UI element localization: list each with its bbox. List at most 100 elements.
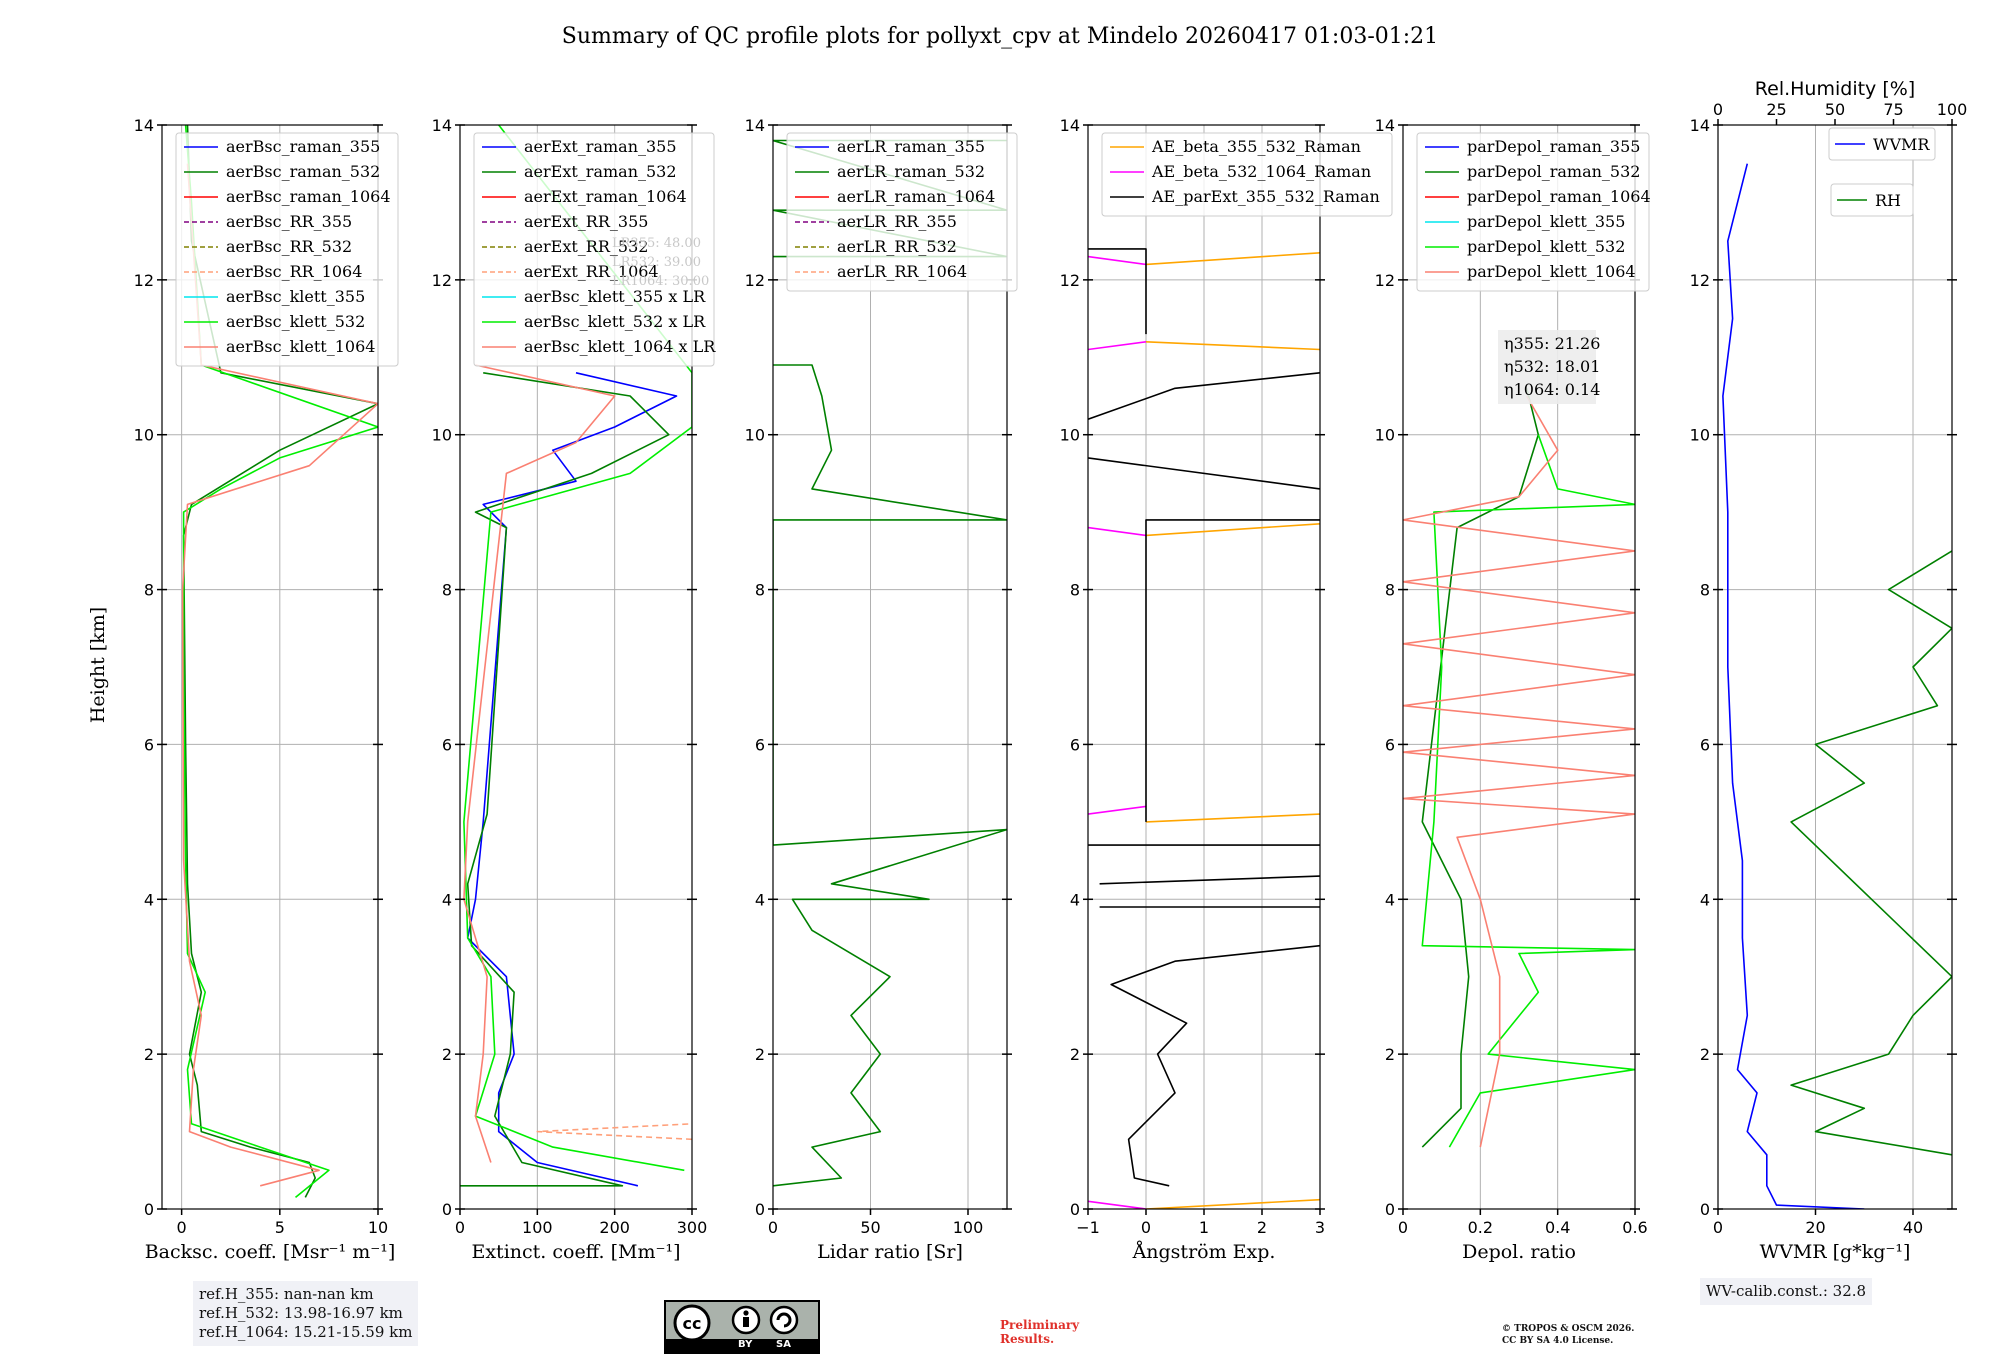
x-tick-label: 200 bbox=[599, 1218, 630, 1237]
legend-label: aerLR_RR_1064 bbox=[837, 262, 967, 281]
ref-height-355: ref.H_355: nan-nan km bbox=[199, 1285, 374, 1303]
y-tick-label: 12 bbox=[432, 271, 452, 290]
series-line bbox=[181, 163, 378, 1187]
series-line bbox=[1088, 255, 1147, 266]
series-line bbox=[1110, 944, 1320, 1187]
series-line bbox=[1088, 805, 1147, 815]
x2-tick-label: 25 bbox=[1766, 100, 1786, 119]
series-line bbox=[1088, 526, 1147, 537]
wv-calib-text: WV-calib.const.: 32.8 bbox=[1706, 1282, 1867, 1300]
y-tick-label: 2 bbox=[755, 1045, 765, 1064]
y-tick-label: 6 bbox=[1070, 735, 1080, 754]
x-tick-label: 0 bbox=[768, 1218, 778, 1237]
series-line bbox=[1421, 388, 1540, 1148]
legend-label: aerLR_raman_532 bbox=[837, 162, 985, 181]
axes-frame bbox=[459, 124, 693, 1210]
y-tick-label: 14 bbox=[1375, 116, 1395, 135]
series-line bbox=[1145, 1198, 1320, 1209]
series-line bbox=[460, 372, 670, 1187]
eta-label: η1064: 0.14 bbox=[1504, 380, 1600, 399]
x-tick-label: 100 bbox=[953, 1218, 984, 1237]
legend-label: WVMR bbox=[1873, 135, 1930, 154]
series-line bbox=[466, 372, 678, 1187]
legend-label: aerLR_RR_532 bbox=[837, 237, 957, 256]
y-tick-label: 12 bbox=[745, 271, 765, 290]
x-axis-label: Lidar ratio [Sr] bbox=[817, 1241, 963, 1263]
series-line bbox=[1088, 1200, 1147, 1209]
y-tick-label: 0 bbox=[1700, 1200, 1710, 1219]
x2-tick-label: 75 bbox=[1883, 100, 1903, 119]
ref-height-1064: ref.H_1064: 15.21-15.59 km bbox=[199, 1323, 413, 1341]
copyright-line2: CC BY SA 4.0 License. bbox=[1502, 1336, 1614, 1346]
legend-label: aerBsc_RR_532 bbox=[226, 237, 352, 256]
x-axis-label: Depol. ratio bbox=[1462, 1241, 1576, 1263]
x-tick-label: 3 bbox=[1315, 1218, 1325, 1237]
legend-label: parDepol_raman_1064 bbox=[1467, 187, 1651, 206]
x2-axis-label: Rel.Humidity [%] bbox=[1755, 78, 1915, 100]
ref-height-box: ref.H_355: nan-nan km ref.H_532: 13.98-1… bbox=[193, 1281, 419, 1346]
series-line bbox=[463, 125, 692, 1172]
x2-tick-label: 50 bbox=[1825, 100, 1845, 119]
legend-label: aerBsc_RR_1064 bbox=[226, 262, 362, 281]
series-line bbox=[1088, 372, 1320, 420]
y-tick-label: 10 bbox=[432, 426, 452, 445]
lr-annotation: LR355: 48.00 bbox=[612, 236, 701, 251]
legend-label: aerBsc_klett_532 x LR bbox=[524, 312, 706, 331]
y-tick-label: 6 bbox=[1700, 735, 1710, 754]
legend-label: aerBsc_raman_1064 bbox=[226, 187, 391, 206]
panel-5: 0 2 4 6 8 10 12 14 0 0.2 0.4 0.6 Depol. ratio parDepo… bbox=[1375, 116, 1651, 1263]
series-group bbox=[181, 125, 378, 1199]
series-line bbox=[1145, 519, 1320, 822]
legend-label: aerBsc_klett_355 bbox=[226, 287, 365, 306]
legend-label: aerBsc_klett_355 x LR bbox=[524, 287, 706, 306]
y-tick-label: 2 bbox=[1385, 1045, 1395, 1064]
y-tick-label: 4 bbox=[1385, 890, 1395, 909]
series-line bbox=[1088, 457, 1320, 490]
y-tick-label: 14 bbox=[1690, 116, 1710, 135]
eta-annotation: η355: 21.26 η532: 18.01 η1064: 0.14 bbox=[1498, 330, 1600, 404]
y-tick-label: 10 bbox=[1060, 426, 1080, 445]
y-tick-label: 2 bbox=[1700, 1045, 1710, 1064]
cc-icons: cc bbox=[673, 1304, 799, 1342]
x-tick-label: 0 bbox=[1713, 1218, 1723, 1237]
x-tick-label: 10 bbox=[368, 1218, 388, 1237]
x-tick-label: 40 bbox=[1903, 1218, 1923, 1237]
x-axis-label: Backsc. coeff. [Msr⁻¹ m⁻¹] bbox=[145, 1241, 396, 1263]
legend: aerExt_raman_355 aerExt_raman_532 aerExt_r… bbox=[473, 132, 716, 367]
legend-label: aerLR_RR_355 bbox=[837, 212, 957, 231]
y-tick-label: 4 bbox=[1700, 890, 1710, 909]
x-tick-label: 0.6 bbox=[1622, 1218, 1647, 1237]
y-tick-label: 12 bbox=[1060, 271, 1080, 290]
y-tick-label: 0 bbox=[442, 1200, 452, 1219]
svg-text:cc: cc bbox=[683, 1314, 702, 1333]
panel-1: 0 2 4 6 8 10 12 14 0 5 10 Backsc. coeff. [Msr⁻¹ m⁻¹… bbox=[134, 116, 399, 1263]
y-tick-label: 12 bbox=[1690, 271, 1710, 290]
x-tick-label: 5 bbox=[275, 1218, 285, 1237]
y-tick-label: 0 bbox=[144, 1200, 154, 1219]
panel-3: 0 2 4 6 8 10 12 14 0 50 100 Lidar ratio [Sr] aerLR_r… bbox=[745, 116, 1018, 1263]
x-tick-label: 100 bbox=[522, 1218, 553, 1237]
x-tick-label: 0 bbox=[1141, 1218, 1151, 1237]
wv-calib-box: WV-calib.const.: 32.8 bbox=[1700, 1278, 1873, 1305]
y-tick-label: 4 bbox=[442, 890, 452, 909]
x-tick-label: 0 bbox=[1398, 1218, 1408, 1237]
legend-label: RH bbox=[1875, 191, 1901, 210]
series-line bbox=[1790, 550, 1952, 1156]
y-tick-label: 6 bbox=[442, 735, 452, 754]
x-tick-label: 0 bbox=[455, 1218, 465, 1237]
preliminary-note: Preliminary Results. bbox=[1000, 1318, 1079, 1346]
y-tick-label: 14 bbox=[1060, 116, 1080, 135]
cc-badge-bar: BY SA bbox=[666, 1339, 818, 1352]
legend-label: aerBsc_klett_1064 bbox=[226, 337, 375, 356]
x-axis-label: WVMR [g*kg⁻¹] bbox=[1760, 1241, 1911, 1263]
axes-frame bbox=[1717, 124, 1953, 1210]
series-line bbox=[463, 364, 616, 1163]
series-group bbox=[1403, 388, 1635, 1148]
legend-label: parDepol_klett_355 bbox=[1467, 212, 1625, 231]
series-group bbox=[773, 139, 1007, 1187]
series-line bbox=[1145, 252, 1320, 266]
legend: aerLR_raman_355 aerLR_raman_532 aerLR_rama… bbox=[786, 132, 1018, 292]
x-axis-label: Extinct. coeff. [Mm⁻¹] bbox=[471, 1241, 680, 1263]
